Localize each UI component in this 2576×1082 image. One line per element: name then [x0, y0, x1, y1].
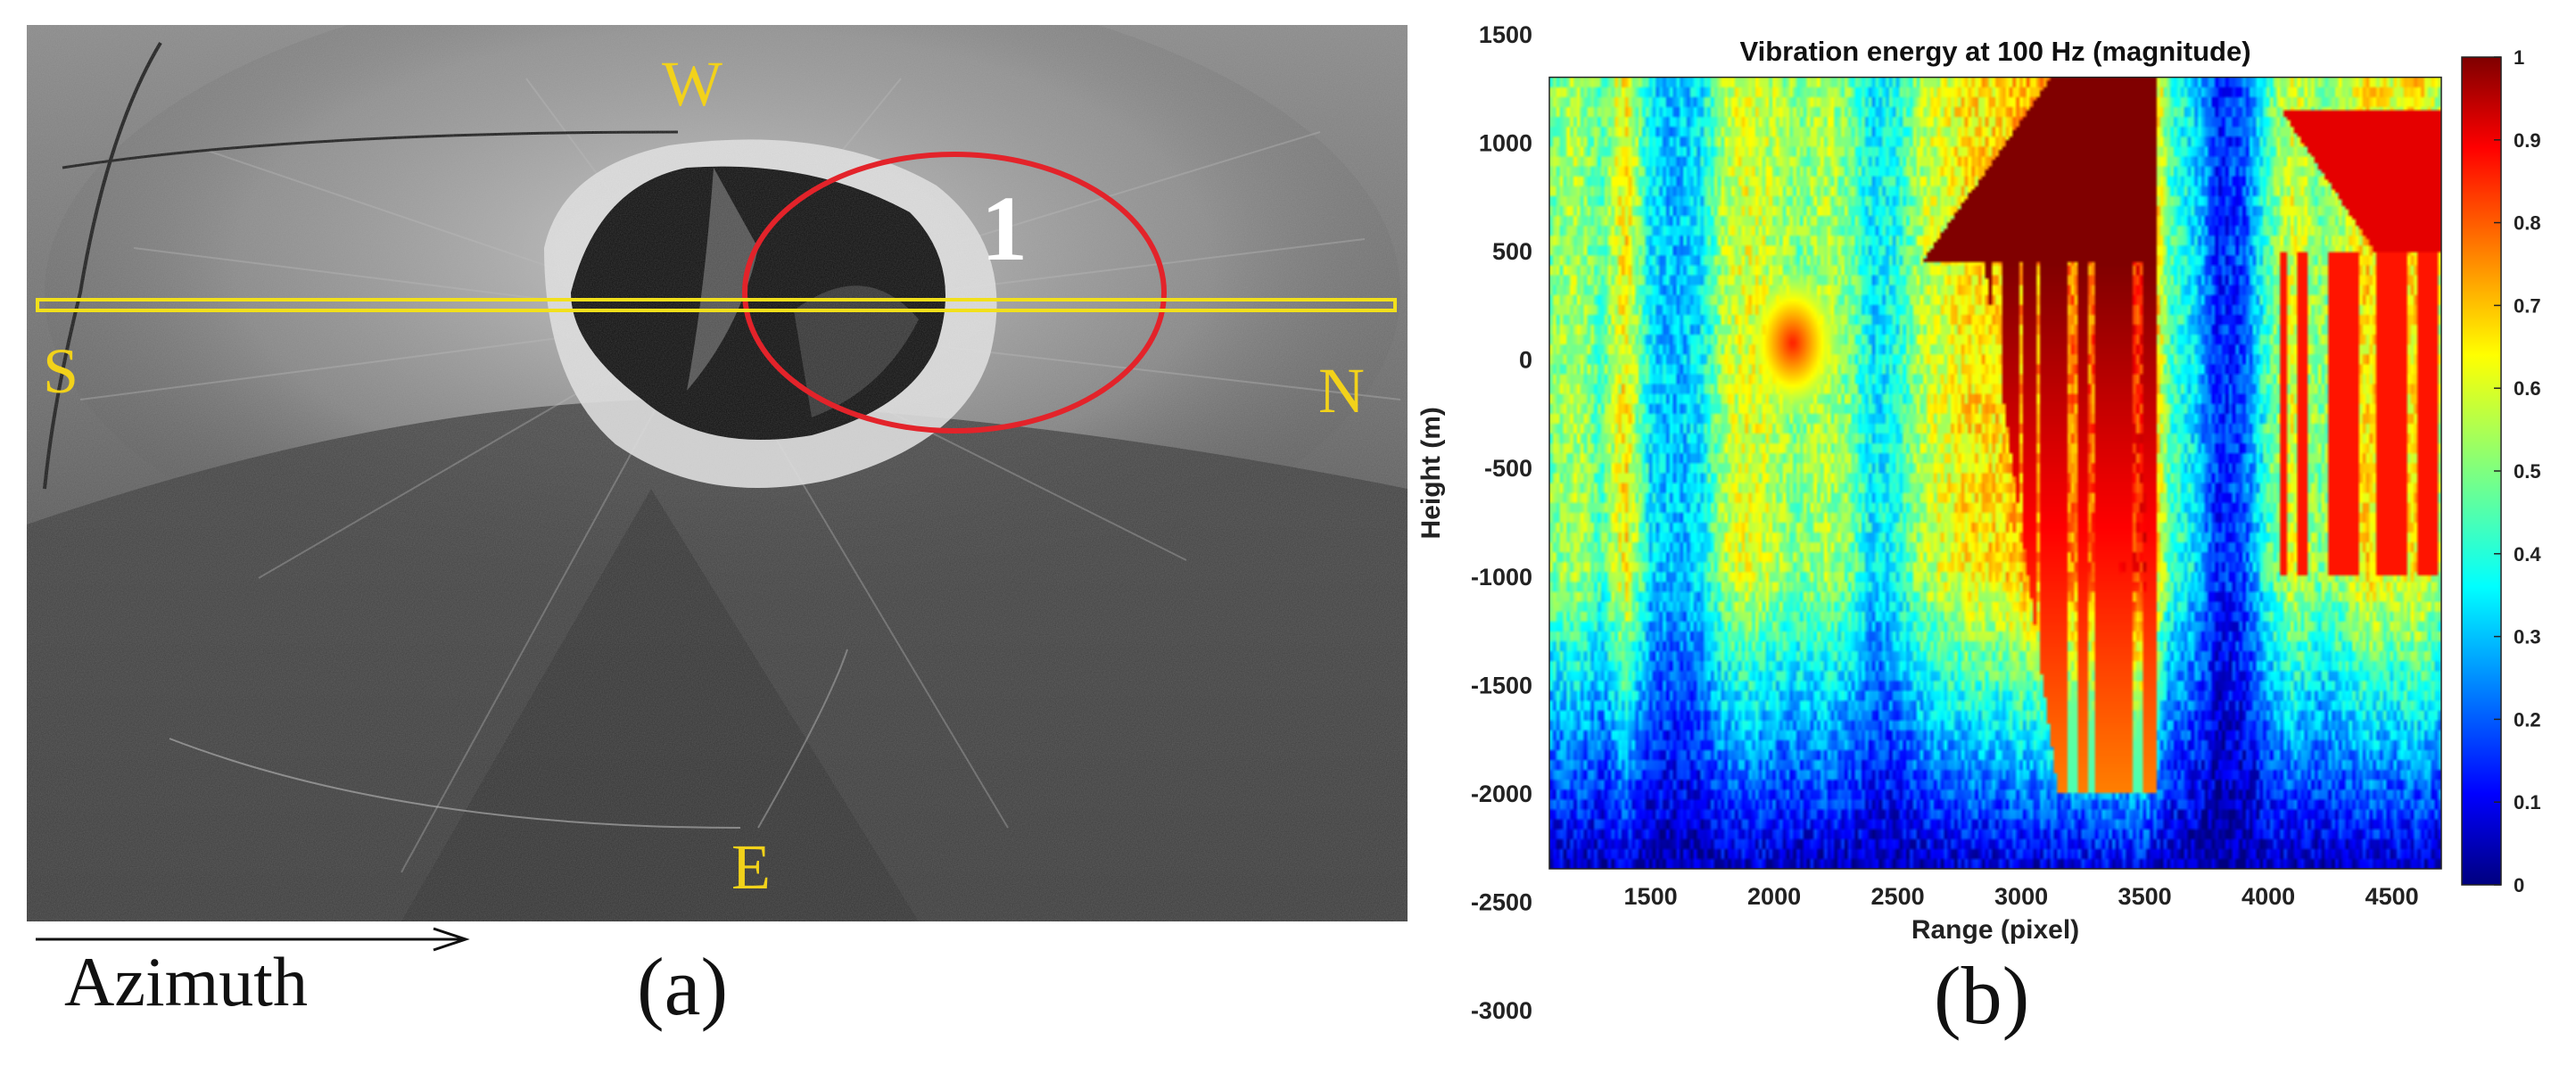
- colorbar-tick-label: 0.8: [2514, 212, 2541, 235]
- y-tick-label: -500: [1484, 455, 1532, 482]
- y-tick-label: 1500: [1479, 21, 1532, 48]
- colorbar-tick-label: 0.4: [2514, 543, 2541, 566]
- region-label: 1: [981, 178, 1028, 280]
- colorbar-tick-label: 0.1: [2514, 791, 2541, 814]
- x-tick-label: 3000: [1994, 883, 2048, 910]
- region-ellipse: [742, 152, 1167, 434]
- compass-east: E: [731, 831, 771, 903]
- azimuth-arrow: [36, 927, 470, 952]
- colorbar-tick-label: 0.9: [2514, 129, 2541, 152]
- y-tick-label: -1500: [1471, 672, 1532, 698]
- plot-frame: [1548, 76, 2442, 870]
- colorbar-tick-label: 0.3: [2514, 626, 2541, 648]
- y-axis-ticks: 1500 1000 500 0 -500 -1000 -1500 -2000 -2500 -300…: [1471, 21, 1532, 1024]
- panel-label-a: (a): [637, 941, 729, 1032]
- y-axis-label: Height (m): [1416, 407, 1446, 539]
- compass-south: S: [43, 335, 79, 407]
- colorbar-tick-label: 1: [2514, 46, 2524, 69]
- azimuth-label: Azimuth: [64, 943, 308, 1020]
- sar-volcano-image: [27, 25, 1408, 921]
- y-tick-label: 0: [1519, 347, 1532, 374]
- x-tick-label: 2500: [1871, 883, 1925, 910]
- y-tick-label: 500: [1492, 238, 1532, 265]
- x-tick-label: 4500: [2365, 883, 2419, 910]
- y-tick-label: -1000: [1471, 564, 1532, 591]
- colorbar-tick-label: 0.7: [2514, 294, 2541, 317]
- vibration-energy-chart: Vibration energy at 100 Hz (magnitude) R…: [1409, 0, 2576, 1078]
- x-tick-label: 1500: [1624, 883, 1678, 910]
- x-tick-label: 2000: [1747, 883, 1801, 910]
- y-tick-label: 1000: [1479, 130, 1532, 157]
- x-axis-ticks: 1500 2000 2500 3000 3500 4000 4500: [1624, 883, 2419, 910]
- colorbar: 0 0.1 0.2 0.3 0.4 0.5 0.6 0.7 0.8 0.9 1: [2461, 46, 2541, 896]
- x-axis-label: Range (pixel): [1911, 915, 2079, 945]
- x-tick-label: 3500: [2118, 883, 2172, 910]
- x-tick-label: 4000: [2242, 883, 2295, 910]
- profile-line: [36, 298, 1397, 312]
- compass-north: N: [1318, 355, 1365, 426]
- chart-canvas: Vibration energy at 100 Hz (magnitude) R…: [1416, 21, 2541, 1024]
- chart-title: Vibration energy at 100 Hz (magnitude): [1739, 36, 2250, 67]
- sar-image-canvas: [27, 25, 1408, 921]
- compass-west: W: [662, 48, 722, 120]
- colorbar-tick-label: 0: [2514, 874, 2524, 896]
- colorbar-tick-label: 0.6: [2514, 377, 2541, 400]
- colorbar-tick-label: 0.5: [2514, 460, 2541, 483]
- y-tick-label: -2500: [1471, 888, 1532, 915]
- panel-label-b: (b): [1934, 950, 2030, 1041]
- y-tick-label: -2000: [1471, 781, 1532, 807]
- colorbar-tick-label: 0.2: [2514, 708, 2541, 731]
- heatmap-field: [1549, 77, 2441, 869]
- colorbar-ticks: 0 0.1 0.2 0.3 0.4 0.5 0.6 0.7 0.8 0.9 1: [2494, 46, 2541, 896]
- y-tick-label: -3000: [1471, 997, 1532, 1024]
